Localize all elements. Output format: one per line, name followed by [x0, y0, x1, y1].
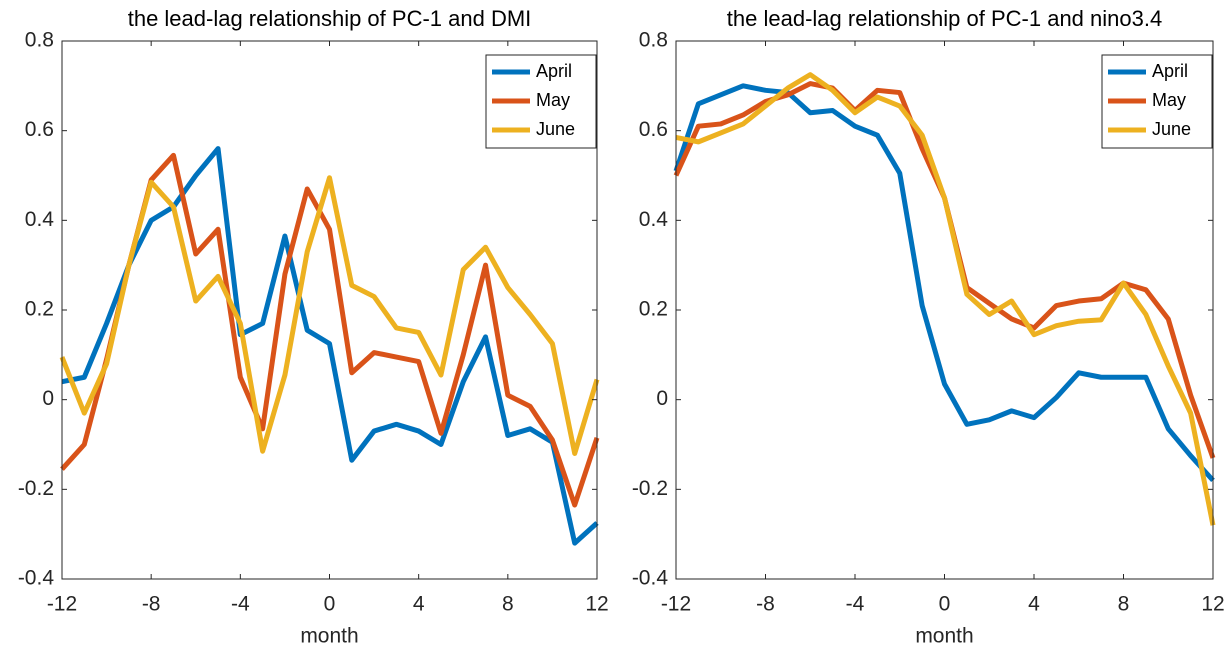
line-series: [673, 83, 1215, 483]
x-tick-label: 8: [502, 593, 514, 616]
legend-label: April: [1152, 61, 1188, 81]
x-tick-label: -8: [142, 593, 161, 616]
x-tick-label: -8: [756, 593, 775, 616]
y-tick-label: -0.4: [632, 567, 669, 590]
x-tick-label: -12: [661, 593, 691, 616]
y-tick-label: 0.4: [639, 208, 669, 231]
y-tick-label: 0.2: [639, 298, 668, 321]
y-tick-label: -0.4: [18, 567, 55, 590]
line-series: [59, 175, 600, 456]
line-series: [675, 72, 1216, 526]
y-tick-label: 0: [42, 387, 54, 410]
x-tick-label: -4: [231, 593, 250, 616]
legend-label: May: [1152, 90, 1186, 110]
x-tick-label: 0: [324, 593, 336, 616]
y-tick-label: 0.6: [639, 118, 668, 141]
x-tick-label: -4: [846, 593, 865, 616]
y-tick-label: -0.2: [18, 477, 54, 500]
x-axis-label: month: [915, 625, 973, 648]
x-tick-label: 12: [585, 593, 608, 616]
chart-title: the lead-lag relationship of PC-1 and ni…: [727, 6, 1162, 31]
y-tick-label: 0: [656, 387, 668, 410]
x-axis-label: month: [300, 625, 358, 648]
legend-label: April: [536, 61, 572, 81]
y-tick-label: 0.8: [639, 29, 668, 52]
x-tick-label: 0: [939, 593, 951, 616]
x-tick-label: 4: [1028, 593, 1040, 616]
x-tick-label: 12: [1201, 593, 1224, 616]
x-tick-label: -12: [47, 593, 77, 616]
legend-label: June: [536, 119, 575, 139]
x-tick-label: 8: [1118, 593, 1130, 616]
legend-label: May: [536, 90, 570, 110]
y-tick-label: 0.8: [25, 29, 54, 52]
chart-title: the lead-lag relationship of PC-1 and DM…: [128, 6, 532, 31]
x-tick-label: 4: [413, 593, 425, 616]
y-tick-label: -0.2: [632, 477, 668, 500]
y-tick-label: 0.2: [25, 298, 54, 321]
legend-label: June: [1152, 119, 1191, 139]
line-series: [61, 146, 599, 546]
y-tick-label: 0.4: [25, 208, 55, 231]
y-tick-label: 0.6: [25, 118, 54, 141]
